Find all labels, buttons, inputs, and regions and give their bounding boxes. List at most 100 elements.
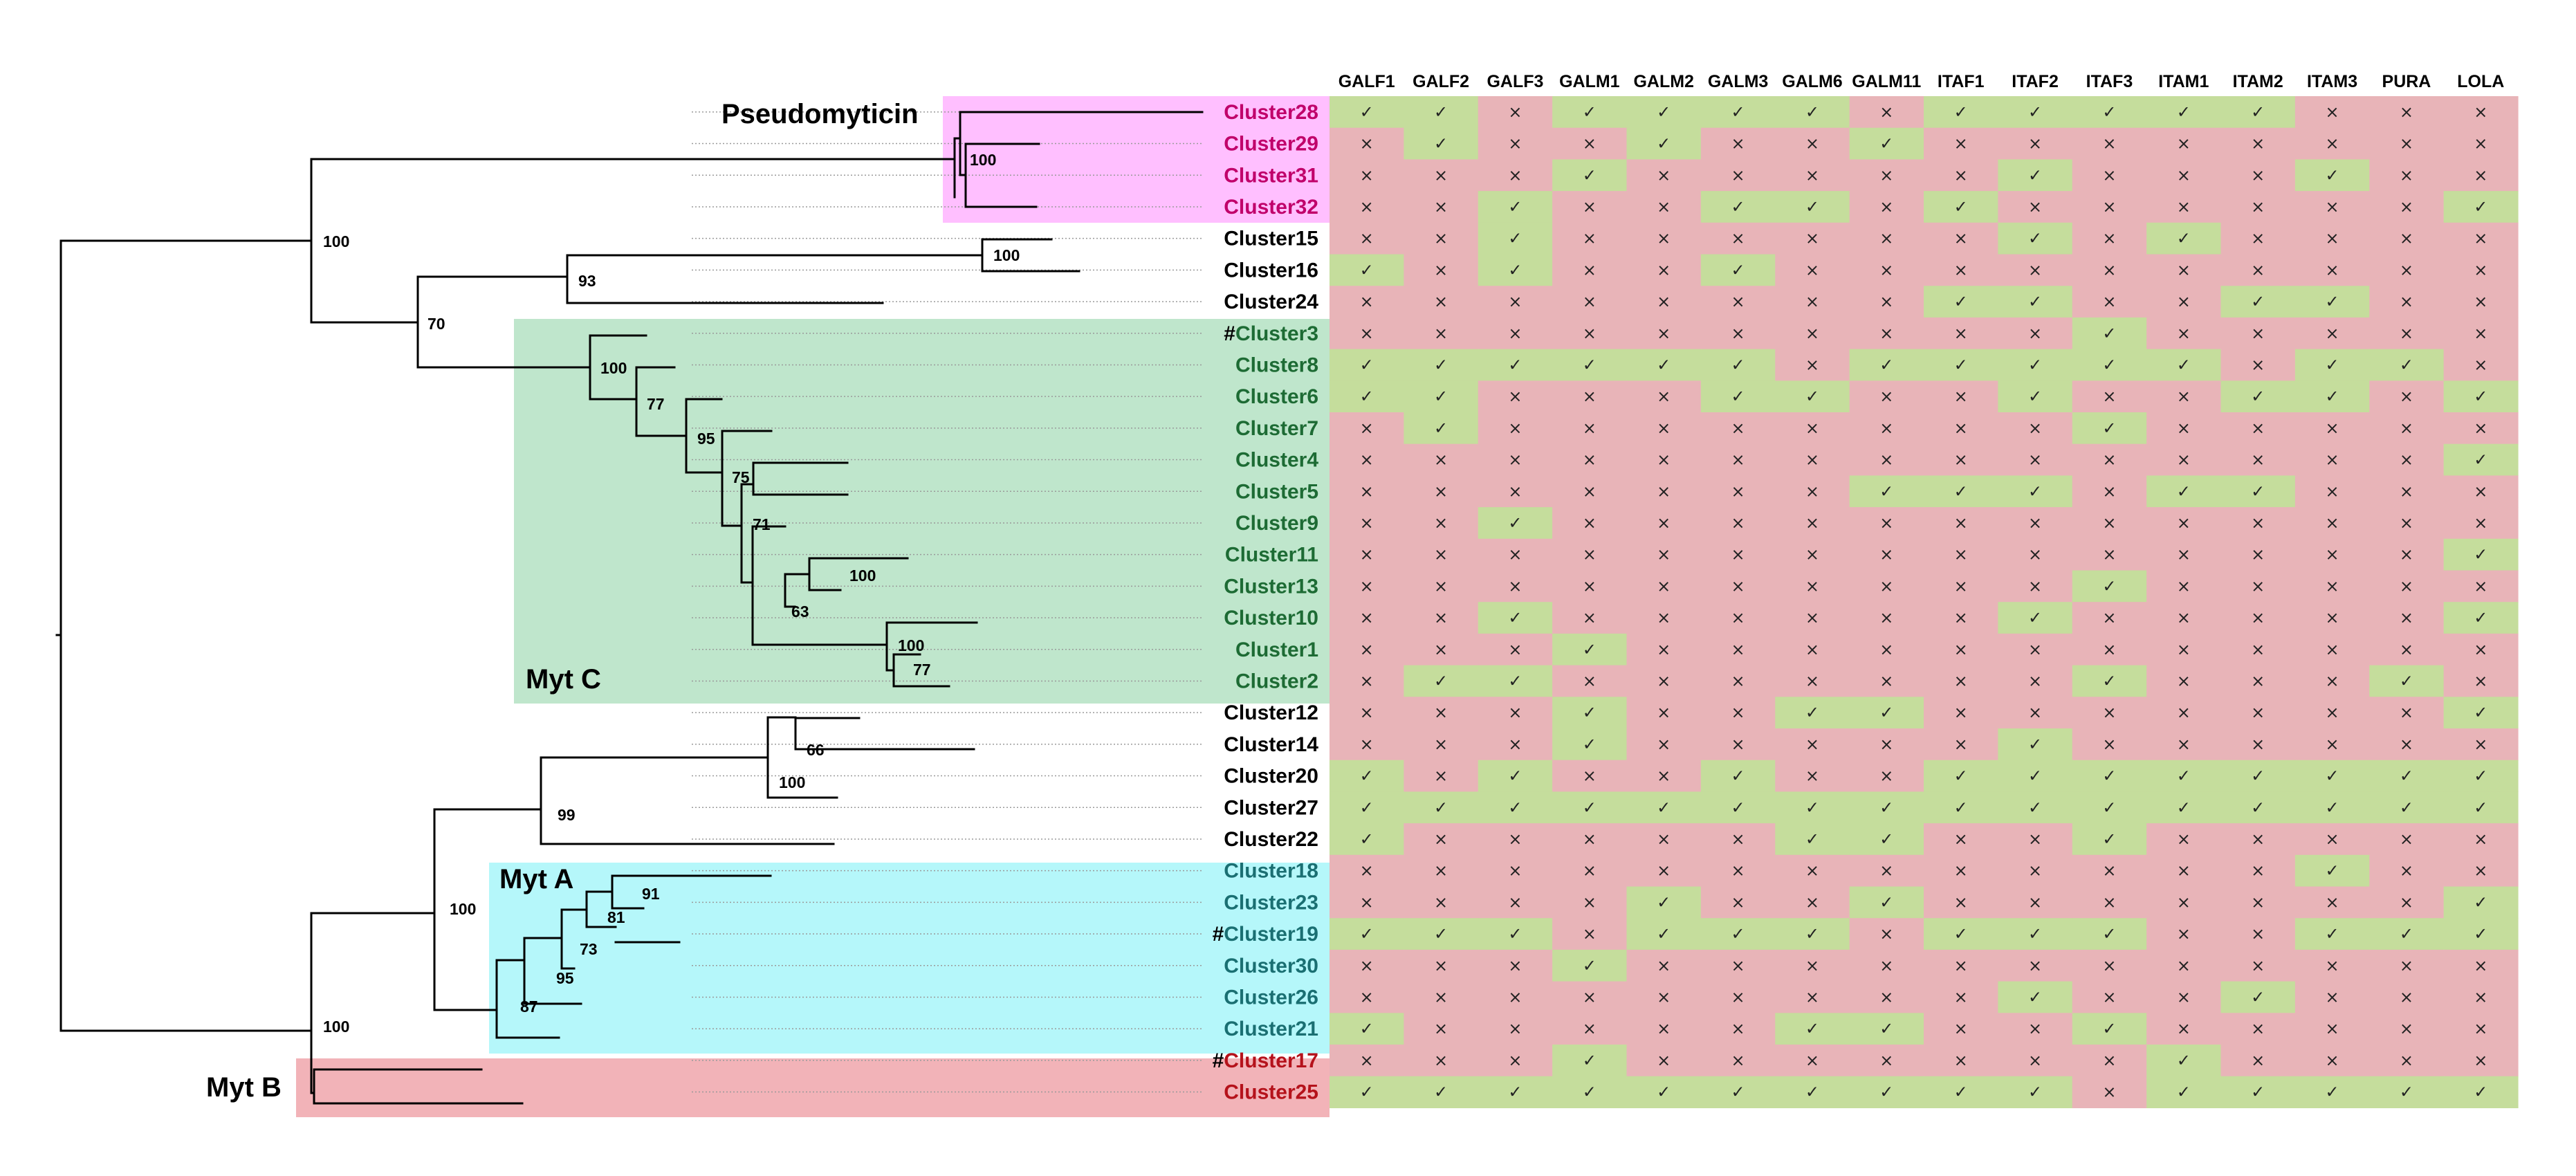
cross-mark-icon: × xyxy=(1360,1051,1374,1070)
cross-mark-icon: × xyxy=(1879,419,1893,438)
cross-mark-icon: × xyxy=(1954,387,1968,406)
check-mark-icon: ✓ xyxy=(1360,1019,1374,1038)
heatmap-cell xyxy=(1700,1013,1776,1045)
heatmap-cell xyxy=(1775,507,1850,540)
check-mark-icon: ✓ xyxy=(2177,355,2191,374)
check-mark-icon: ✓ xyxy=(1434,102,1448,122)
cross-mark-icon: × xyxy=(1657,419,1671,438)
heatmap-cell xyxy=(1552,507,1628,540)
heatmap-cell xyxy=(1849,286,1924,318)
check-mark-icon: ✓ xyxy=(2474,924,2487,944)
cross-mark-icon: × xyxy=(1583,987,1597,1007)
heatmap-cell xyxy=(1330,507,1404,540)
heatmap-cell xyxy=(1998,602,2073,634)
heatmap-cell xyxy=(2369,570,2445,603)
check-mark-icon: ✓ xyxy=(1731,197,1745,217)
heatmap-cell xyxy=(1626,159,1702,192)
cross-mark-icon: × xyxy=(1731,324,1745,343)
heatmap-cell xyxy=(1775,317,1850,350)
bootstrap-label: 91 xyxy=(642,885,660,903)
cross-mark-icon: × xyxy=(2326,324,2339,343)
heatmap-cell xyxy=(2369,886,2445,919)
cross-mark-icon: × xyxy=(2326,1051,2339,1070)
cross-mark-icon: × xyxy=(1879,735,1893,754)
heatmap-cell xyxy=(2294,1045,2370,1077)
cross-mark-icon: × xyxy=(1657,735,1671,754)
cross-mark-icon: × xyxy=(1954,703,1968,722)
cross-mark-icon: × xyxy=(2326,481,2339,501)
check-mark-icon: ✓ xyxy=(1657,134,1671,154)
heatmap-cell xyxy=(1775,981,1850,1013)
heatmap-cell xyxy=(1552,823,1628,856)
cross-mark-icon: × xyxy=(1731,829,1745,849)
heatmap-cell xyxy=(2443,949,2519,982)
cross-mark-icon: × xyxy=(2177,640,2191,659)
heatmap-cell xyxy=(1998,665,2073,697)
presence-absence-heatmap: ✓ ✓ × ✓ ✓ ✓ ✓ × ✓ ✓ ✓ ✓ ✓ × × × × ✓ × × ✓ × × ✓ × × × × × × × × × × × ✓ × × × ×… xyxy=(1330,96,2519,1108)
check-mark-icon: ✓ xyxy=(2400,1083,2413,1102)
heatmap-cell xyxy=(1700,918,1776,950)
cross-mark-icon: × xyxy=(1583,450,1597,470)
heatmap-cell xyxy=(2072,159,2147,192)
heatmap-cell xyxy=(2072,475,2147,508)
check-mark-icon: ✓ xyxy=(1954,798,1968,817)
cluster-label: Cluster16 xyxy=(1224,259,1318,282)
heatmap-cell xyxy=(2220,222,2296,255)
heatmap-cell xyxy=(1404,918,1479,950)
cross-mark-icon: × xyxy=(2400,419,2413,438)
heatmap-cell xyxy=(1998,981,2073,1013)
heatmap-cell xyxy=(2294,1013,2370,1045)
cluster-label: Cluster6 xyxy=(1235,385,1318,408)
cross-mark-icon: × xyxy=(1434,703,1448,722)
cross-mark-icon: × xyxy=(2177,387,2191,406)
cross-mark-icon: × xyxy=(2400,545,2413,564)
check-mark-icon: ✓ xyxy=(2474,798,2487,817)
heatmap-cell xyxy=(2443,633,2519,666)
heatmap-cell xyxy=(1700,981,1776,1013)
check-mark-icon: ✓ xyxy=(2474,450,2487,470)
heatmap-cell xyxy=(2369,159,2445,192)
cross-mark-icon: × xyxy=(1879,165,1893,185)
heatmap-cell xyxy=(2146,254,2222,286)
cross-mark-icon: × xyxy=(2177,956,2191,975)
heatmap-cell xyxy=(1998,918,2073,950)
cluster-label: Cluster10 xyxy=(1224,607,1318,630)
heatmap-cell xyxy=(2072,538,2147,571)
heatmap-cell xyxy=(2072,286,2147,318)
heatmap-cell xyxy=(2146,507,2222,540)
cross-mark-icon: × xyxy=(1360,134,1374,154)
heatmap-cell xyxy=(2369,1045,2445,1077)
cross-mark-icon: × xyxy=(2251,260,2265,279)
heatmap-cell xyxy=(1775,349,1850,381)
cross-mark-icon: × xyxy=(2400,892,2413,912)
cross-mark-icon: × xyxy=(1657,1019,1671,1038)
heatmap-cell xyxy=(2443,1013,2519,1045)
heatmap-cell xyxy=(1998,1076,2073,1108)
heatmap-cell xyxy=(1849,633,1924,666)
heatmap-cell xyxy=(2443,254,2519,286)
heatmap-cell xyxy=(1478,791,1553,824)
cross-mark-icon: × xyxy=(1731,735,1745,754)
group-label-myt-a: Myt A xyxy=(499,864,573,894)
cross-mark-icon: × xyxy=(2400,513,2413,533)
heatmap-cell xyxy=(1552,286,1628,318)
cross-mark-icon: × xyxy=(1657,576,1671,596)
heatmap-cell xyxy=(2072,791,2147,824)
cross-mark-icon: × xyxy=(1805,450,1819,470)
check-mark-icon: ✓ xyxy=(1360,798,1374,817)
heatmap-cell xyxy=(2220,728,2296,761)
heatmap-cell xyxy=(1626,823,1702,856)
cross-mark-icon: × xyxy=(2251,861,2265,881)
check-mark-icon: ✓ xyxy=(1879,134,1893,154)
heatmap-cell xyxy=(1626,317,1702,350)
heatmap-cell xyxy=(1330,981,1404,1013)
cross-mark-icon: × xyxy=(1657,387,1671,406)
cross-mark-icon: × xyxy=(1657,1051,1671,1070)
cross-mark-icon: × xyxy=(2028,134,2042,154)
cluster-label: Cluster30 xyxy=(1224,955,1318,977)
cross-mark-icon: × xyxy=(2326,102,2339,122)
check-mark-icon: ✓ xyxy=(2177,798,2191,817)
heatmap-cell xyxy=(2369,254,2445,286)
heatmap-cell xyxy=(1849,159,1924,192)
cross-mark-icon: × xyxy=(2102,450,2116,470)
